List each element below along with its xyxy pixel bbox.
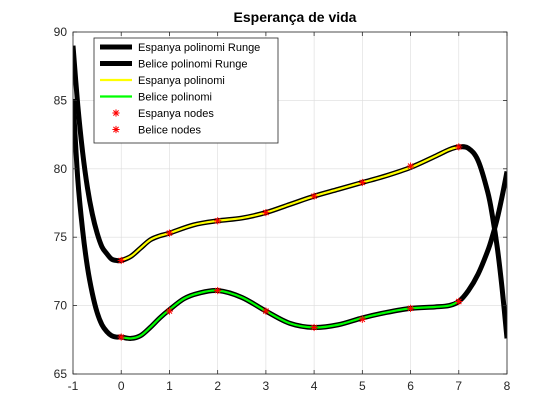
marker-stroke <box>113 126 119 133</box>
x-tick-label: 8 <box>504 379 511 393</box>
marker-stroke <box>214 287 221 294</box>
marker-stroke <box>118 334 125 341</box>
chart-title: Esperança de vida <box>234 9 357 25</box>
legend-label: Espanya nodes <box>138 108 214 120</box>
legend-label: Espanya polinomi Runge <box>138 42 260 54</box>
x-tick-label: 5 <box>359 379 366 393</box>
legend: Espanya polinomi Runge Belice polinomi Ru… <box>93 37 279 144</box>
legend-item-espanya-polinomi: Espanya polinomi <box>100 75 225 87</box>
data-point-belice-nodes <box>214 286 222 295</box>
data-point-belice-nodes <box>406 304 415 312</box>
marker-stroke <box>359 316 366 323</box>
x-tick-label: 7 <box>455 379 462 393</box>
x-tick-label: 3 <box>263 379 270 393</box>
legend-marker <box>112 125 120 134</box>
marker-stroke <box>166 308 173 315</box>
marker-stroke <box>166 230 173 237</box>
data-point-espanya-nodes <box>214 217 222 225</box>
legend-label: Belice nodes <box>138 125 201 137</box>
marker-stroke <box>113 110 119 116</box>
marker-stroke <box>455 298 462 305</box>
x-tick-label: -1 <box>68 379 79 393</box>
y-tick-label: 85 <box>54 93 68 107</box>
legend-box <box>93 37 279 144</box>
legend-item-espanya-nodes: Espanya nodes <box>112 108 214 120</box>
x-tick-label: 2 <box>214 379 221 393</box>
marker-stroke <box>455 143 462 150</box>
data-point-belice-nodes <box>165 307 174 315</box>
data-point-belice-nodes <box>117 333 125 341</box>
marker-stroke <box>407 305 414 312</box>
data-point-espanya-nodes <box>406 162 415 170</box>
marker-stroke <box>214 217 221 224</box>
legend-label: Belice polinomi Runge <box>138 59 247 71</box>
y-tick-label: 90 <box>54 25 68 39</box>
data-point-espanya-nodes <box>310 192 318 200</box>
data-point-belice-nodes <box>310 323 318 332</box>
data-point-belice-nodes <box>358 315 366 323</box>
y-tick-label: 70 <box>54 299 68 313</box>
legend-label: Belice polinomi <box>138 92 212 104</box>
marker-stroke <box>311 193 318 200</box>
y-tick-label: 75 <box>54 230 68 244</box>
legend-item-espanya-polinomi-runge: Espanya polinomi Runge <box>100 42 260 54</box>
marker-stroke <box>407 163 414 170</box>
marker-stroke <box>311 324 318 331</box>
legend-item-belice-nodes: Belice nodes <box>112 125 201 137</box>
data-point-espanya-nodes <box>117 256 125 265</box>
data-point-belice-nodes <box>455 297 463 306</box>
marker-stroke <box>262 308 269 315</box>
data-point-espanya-nodes <box>358 178 366 187</box>
legend-item-belice-polinomi-runge: Belice polinomi Runge <box>100 59 247 71</box>
x-tick-label: 1 <box>166 379 173 393</box>
data-point-espanya-nodes <box>165 229 174 237</box>
data-layer <box>73 45 507 341</box>
data-point-belice-nodes <box>262 307 270 315</box>
x-tick-label: 4 <box>311 379 318 393</box>
marker-stroke <box>359 179 366 186</box>
y-tick-label: 80 <box>54 162 68 176</box>
legend-item-belice-polinomi: Belice polinomi <box>100 92 212 104</box>
legend-label: Espanya polinomi <box>138 75 225 87</box>
y-tick-label: 65 <box>54 367 68 381</box>
marker-stroke <box>262 209 269 216</box>
x-tick-label: 6 <box>407 379 414 393</box>
x-tick-label: 0 <box>118 379 125 393</box>
axes-frame <box>72 31 508 375</box>
data-point-espanya-nodes <box>262 208 270 217</box>
data-point-espanya-nodes <box>455 143 463 151</box>
legend-marker <box>112 109 120 117</box>
marker-stroke <box>118 257 125 264</box>
